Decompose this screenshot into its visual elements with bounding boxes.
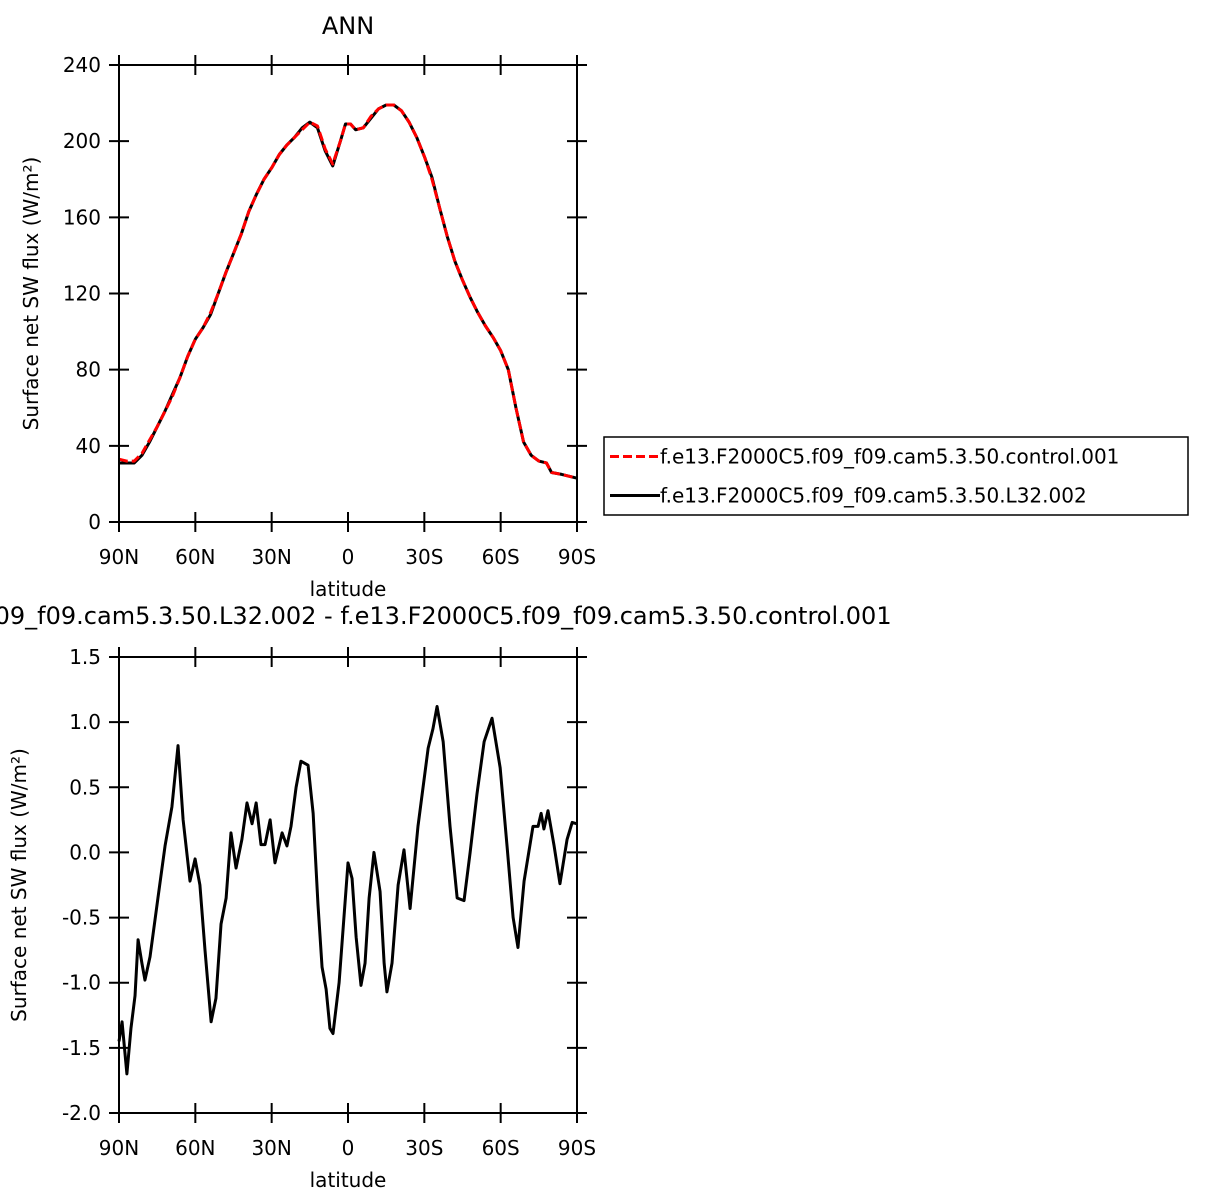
plot-frame (118, 64, 578, 523)
x-tick-label: 30N (251, 545, 291, 569)
y-tick-label: 0 (88, 510, 101, 534)
chart-title: f.e13.F2000C5.f09_f09.cam5.3.50.L32.002 … (0, 602, 892, 630)
y-tick-label: 240 (63, 53, 101, 77)
plot-frame (118, 656, 578, 1114)
y-tick-label: 160 (63, 205, 101, 229)
y-tick-label: -0.5 (62, 906, 101, 930)
x-tick-label: 90N (99, 1136, 139, 1160)
x-tick-label: 30S (405, 1136, 443, 1160)
x-tick-label: 0 (342, 545, 355, 569)
y-tick-label: -1.0 (62, 971, 101, 995)
y-tick-label: -2.0 (62, 1101, 101, 1125)
x-tick-label: 0 (342, 1136, 355, 1160)
x-tick-label: 90S (558, 545, 596, 569)
legend-label: f.e13.F2000C5.f09_f09.cam5.3.50.L32.002 (660, 484, 1087, 508)
x-axis-label: latitude (310, 1168, 387, 1192)
data-line (119, 103, 578, 480)
y-tick-label: 0.0 (69, 840, 101, 864)
x-tick-label: 60N (175, 1136, 215, 1160)
y-axis-label: Surface net SW flux (W/m²) (19, 157, 43, 431)
legend-box (603, 436, 1189, 516)
x-tick-label: 60S (482, 1136, 520, 1160)
x-tick-label: 90S (558, 1136, 596, 1160)
data-line (118, 103, 578, 480)
x-tick-label: 60S (482, 545, 520, 569)
legend-label: f.e13.F2000C5.f09_f09.cam5.3.50.control.… (660, 445, 1119, 469)
x-tick-label: 30N (251, 1136, 291, 1160)
x-tick-label: 30S (405, 545, 443, 569)
x-tick-label: 60N (175, 545, 215, 569)
y-axis-label: Surface net SW flux (W/m²) (7, 748, 31, 1022)
data-line (117, 705, 578, 1076)
y-tick-label: 0.5 (69, 775, 101, 799)
x-axis-label: latitude (310, 577, 387, 601)
y-tick-label: 1.0 (69, 710, 101, 734)
y-tick-label: 40 (76, 434, 101, 458)
y-tick-label: 1.5 (69, 645, 101, 669)
y-tick-label: -1.5 (62, 1036, 101, 1060)
x-tick-label: 90N (99, 545, 139, 569)
y-tick-label: 120 (63, 282, 101, 306)
chart-title: ANN (322, 12, 374, 40)
y-tick-label: 200 (63, 129, 101, 153)
y-tick-label: 80 (76, 358, 101, 382)
